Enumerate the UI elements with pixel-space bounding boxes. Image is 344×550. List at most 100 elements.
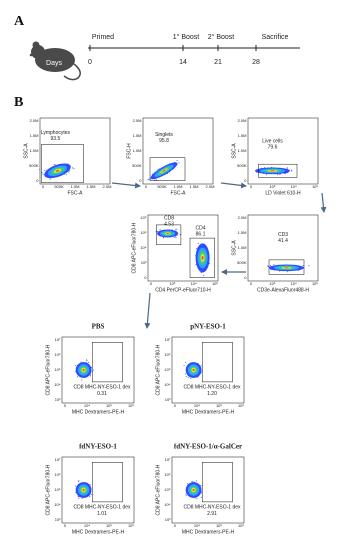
y-tick-label: 10⁶ (164, 472, 170, 477)
gate (258, 163, 298, 178)
gate-name: CD4 (195, 226, 205, 232)
event-dot (42, 173, 44, 175)
event-dot (185, 362, 187, 364)
event-dot (89, 496, 91, 498)
x-tick-label: 10⁶ (238, 523, 244, 528)
event-dot (75, 364, 77, 366)
event-dot (286, 271, 288, 273)
y-tick-label: 0 (139, 178, 142, 183)
x-tick-label: 1.5M (87, 184, 96, 189)
event-dot (175, 229, 177, 231)
event-dot (196, 247, 198, 249)
gate-value: 1.20 (207, 391, 217, 397)
gate-name: Singlets (155, 132, 173, 138)
event-dot (308, 265, 310, 267)
gate (41, 144, 84, 183)
x-tick-label: 10⁶ (238, 403, 244, 408)
timeline-events: Primed 0 1° Boost 14 2° Boost 21 Sacrifice 28 (88, 33, 288, 66)
event-dot (185, 493, 187, 495)
event-dot (267, 265, 269, 267)
y-axis-label: FSC-H (126, 143, 132, 159)
y-tick-label: 10⁴ (164, 382, 170, 387)
event-dot (81, 379, 83, 381)
y-tick-label: 10⁷ (165, 457, 171, 462)
event-name: Primed (92, 34, 114, 41)
event-dot (77, 481, 79, 483)
x-axis-label: FSC-A (68, 190, 84, 196)
event-dot (76, 376, 78, 378)
panel-label: B (14, 95, 23, 110)
event-dot (290, 169, 292, 171)
event-day: 14 (179, 59, 187, 66)
event-dot (269, 265, 271, 267)
panel-label: A (14, 14, 25, 29)
x-tick-label: 10⁴ (84, 523, 90, 528)
event-dot (196, 498, 198, 500)
gate-name: Lymphocytes (41, 130, 71, 136)
event-dot (201, 365, 203, 367)
y-axis-label: CD8 APC-eFluor780-H (155, 344, 161, 395)
y-tick-label: 1.5M (30, 133, 39, 138)
event-dot (183, 365, 185, 367)
y-tick-label: 10⁷ (55, 337, 61, 342)
y-tick-label: 2.0M (238, 118, 247, 123)
event-dot (54, 164, 56, 166)
x-tick-label: 10⁵ (106, 523, 112, 528)
x-tick-label: 10⁴ (194, 523, 200, 528)
density (82, 368, 85, 372)
event-dot (176, 159, 178, 161)
x-tick-label: 0 (42, 184, 45, 189)
x-tick-label: 10⁵ (106, 403, 112, 408)
x-tick-label: 0 (150, 281, 153, 286)
event-dot (284, 173, 286, 175)
event-dot (187, 377, 189, 379)
y-axis-label: CD8 APC-eFluor780-H (131, 222, 137, 273)
x-tick-label: 0 (174, 523, 177, 528)
y-tick-label: 1.5M (238, 230, 247, 235)
y-tick-label: 500K (237, 260, 247, 265)
y-tick-label: 0 (36, 178, 39, 183)
event-dot (147, 179, 149, 181)
x-tick-label: 10³ (269, 281, 275, 286)
gate (91, 462, 123, 503)
event-dot (200, 496, 202, 498)
event-dot (278, 174, 280, 176)
x-tick-label: 10⁴ (194, 403, 200, 408)
y-tick-label: 500K (237, 163, 247, 168)
density (82, 488, 85, 492)
x-tick-label: 2.0M (103, 184, 112, 189)
event-dot (157, 230, 159, 232)
gate-value: 79.6 (268, 144, 278, 150)
x-tick-label: 1.0M (174, 184, 183, 189)
y-tick-label: 0 (144, 275, 147, 280)
days-label: Days (46, 60, 62, 67)
event-dot (49, 178, 51, 180)
y-tick-label: 1.0M (238, 245, 247, 250)
x-tick-label: 0 (64, 523, 67, 528)
density (284, 267, 289, 269)
event-dot (67, 171, 69, 173)
event-dot (179, 233, 181, 235)
x-tick-label: 10⁵ (312, 281, 318, 286)
y-tick-label: 10⁵ (54, 487, 60, 492)
x-axis-label: FSC-A (171, 190, 187, 196)
y-tick-label: 10³ (141, 260, 147, 265)
y-tick-label: 500K (132, 163, 142, 168)
y-tick-label: 0 (244, 275, 247, 280)
y-axis-label: CD8 APC-eFluor780-H (45, 464, 51, 515)
event-dot (178, 162, 180, 164)
event-dot (80, 361, 82, 363)
y-tick-label: 1.0M (238, 148, 247, 153)
plot-title: pNY-ESO-1 (190, 323, 226, 331)
y-tick-label: 10³ (55, 517, 61, 522)
x-tick-label: 10⁴ (84, 403, 90, 408)
x-tick-label: 10⁴ (191, 281, 197, 286)
x-tick-label: 10³ (269, 184, 275, 189)
mouse-icon (29, 41, 81, 81)
gate-name: CD8 MHC-NY-ESO-1 dex (73, 504, 131, 510)
plot-title: fdNY-ESO-1 (79, 443, 117, 451)
x-axis-label: MHC Dextramers-PE-H (72, 529, 125, 535)
event-dot (156, 179, 158, 181)
y-axis-label: CD8 APC-eFluor780-H (45, 344, 51, 395)
y-tick-label: 2.0M (238, 215, 247, 220)
